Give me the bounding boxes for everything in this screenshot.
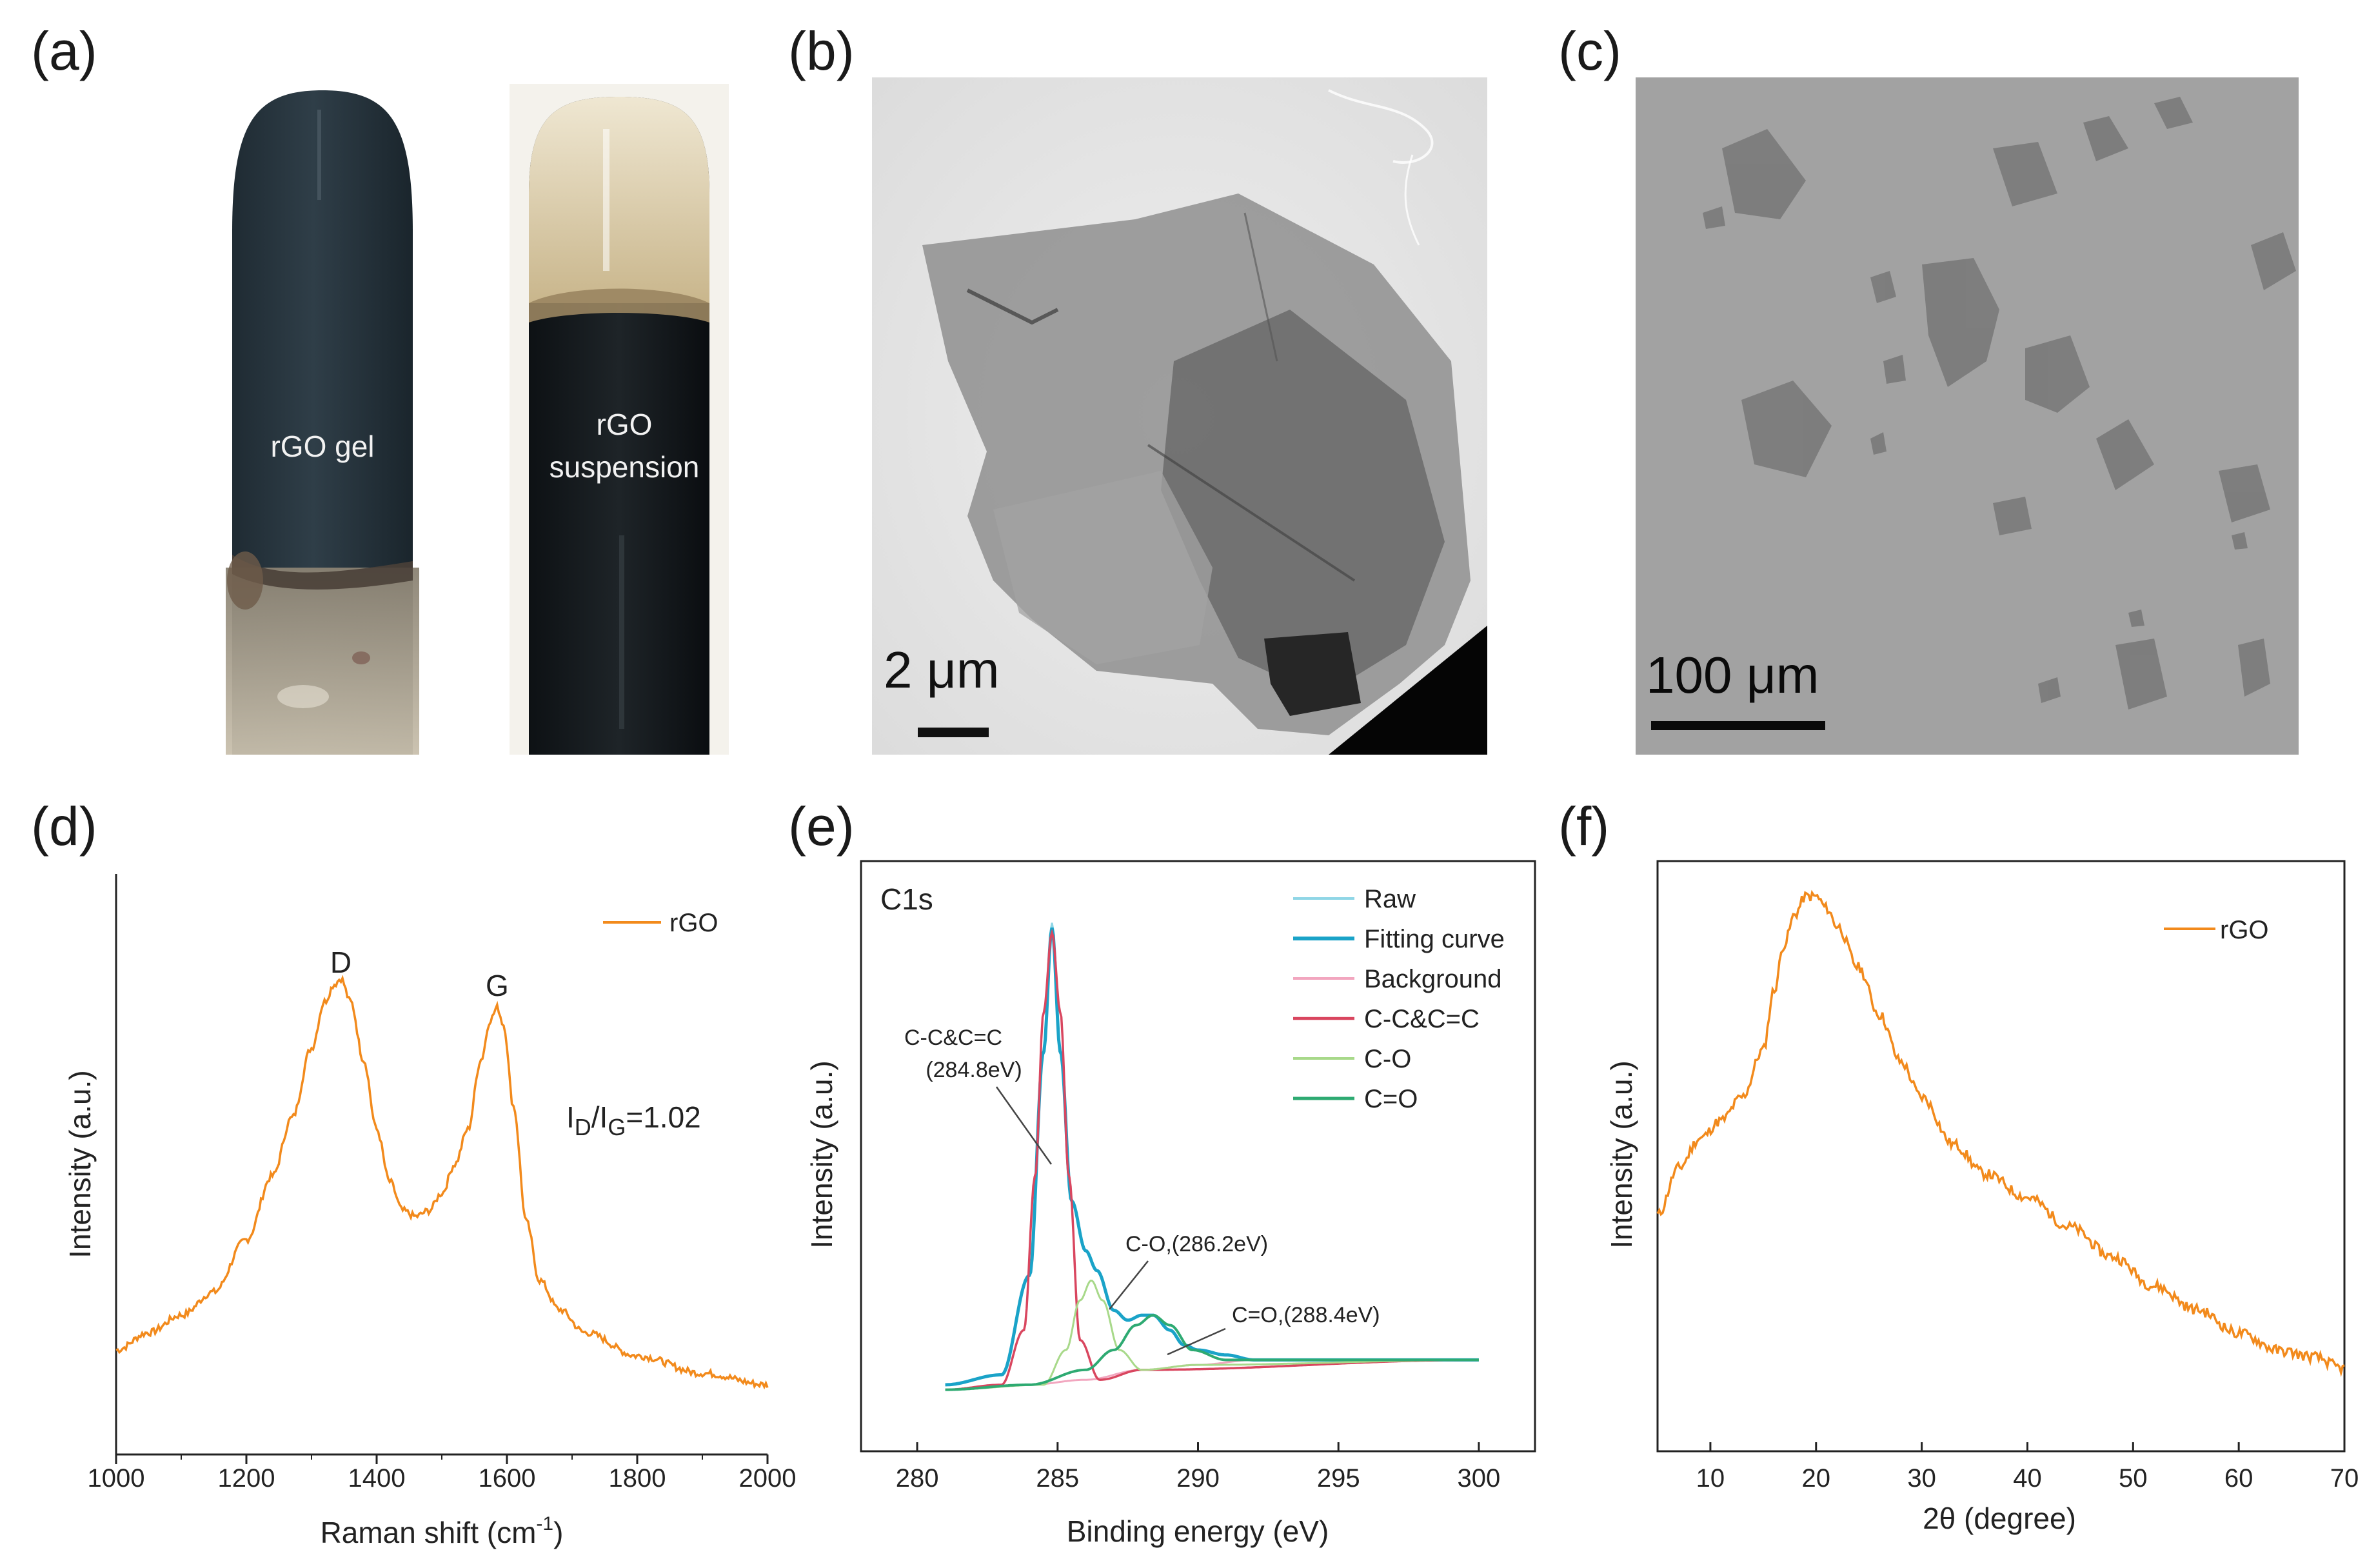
panel-d-x-tick-label: 1400 <box>348 1464 406 1493</box>
panel-label-c: (c) <box>1558 21 1621 81</box>
panel-e-y-label: Intensity (a.u.) <box>805 1060 838 1248</box>
panel-e-series-c-o <box>945 1314 1479 1391</box>
panel-c-scale-bar <box>1651 721 1825 730</box>
panel-e-annotation-cdo: C=O,(288.4eV) <box>1232 1303 1380 1327</box>
panel-d-x-tick-label: 2000 <box>739 1464 797 1493</box>
panel-f-series-rGO <box>1656 889 2345 1377</box>
panel-b-scale-label: 2 μm <box>884 641 999 699</box>
panel-f-x-tick-label: 10 <box>1696 1464 1725 1493</box>
panel-f-y-label: Intensity (a.u.) <box>1605 1060 1638 1248</box>
panel-d-ratio-label: ID/IG=1.02 <box>566 1100 701 1140</box>
panel-f-x-label: 2θ (degree) <box>1923 1502 2076 1535</box>
panel-d-ratio-sub2: G <box>608 1114 626 1140</box>
panel-f-x-tick-label: 70 <box>2330 1464 2359 1493</box>
panel-label-e: (e) <box>788 796 855 857</box>
panel-e-title: C1s <box>880 882 933 916</box>
panel-d-x-label-sup: -1 <box>536 1513 553 1534</box>
panel-e-x-tick-label: 285 <box>1036 1464 1079 1493</box>
suspension-label-line2: suspension <box>550 450 700 484</box>
panel-d-x-tick-label: 1200 <box>218 1464 275 1493</box>
panel-a-photo: rGO gel rGO suspension <box>223 77 729 755</box>
panel-b-tem-image: 2 μm <box>872 77 1487 755</box>
panel-d-ratio-value: =1.02 <box>626 1100 700 1134</box>
panel-e-legend-item: C-O <box>1364 1045 1411 1073</box>
panel-e-arrow-co <box>1109 1260 1149 1310</box>
panel-d-peak-label-G: G <box>486 969 509 1002</box>
panel-d-legend-rGO: rGO <box>669 909 718 937</box>
panel-e-legend-item: Background <box>1364 965 1501 993</box>
panel-d-x-tick-label: 1000 <box>88 1464 145 1493</box>
panel-e-x-tick-label: 290 <box>1176 1464 1220 1493</box>
panel-e-arrow-cdo <box>1167 1327 1226 1356</box>
panel-f-x-tick-label: 60 <box>2224 1464 2253 1493</box>
panel-d-peak-label-D: D <box>330 946 352 979</box>
panel-label-b: (b) <box>788 21 855 81</box>
panel-b-scale-bar <box>918 728 989 737</box>
panel-e-legend-item: Fitting curve <box>1364 925 1505 953</box>
panel-d-series-rGO <box>115 975 769 1390</box>
panel-label-f: (f) <box>1558 796 1609 857</box>
panel-d-ratio-slash: /I <box>591 1100 608 1134</box>
panel-f-x-tick-label: 50 <box>2119 1464 2148 1493</box>
panel-d-ratio-I: I <box>566 1100 575 1134</box>
panel-e-annotation-cc-line2: (284.8eV) <box>926 1058 1022 1082</box>
panel-d-x-label-text: Raman shift (cm <box>321 1516 537 1549</box>
suspension-label-line1: rGO <box>597 408 653 441</box>
panel-d-y-label: Intensity (a.u.) <box>63 1070 97 1258</box>
panel-label-d: (d) <box>31 796 97 857</box>
panel-f-x-tick-label: 30 <box>1907 1464 1936 1493</box>
panel-e-x-label: Binding energy (eV) <box>1067 1514 1329 1548</box>
panel-d-x-label: Raman shift (cm-1) <box>321 1513 564 1549</box>
panel-e-annotation-co: C-O,(286.2eV) <box>1125 1232 1268 1256</box>
panel-e-legend-item: C=O <box>1364 1085 1418 1113</box>
panel-c-sem-image: 100 μm <box>1636 77 2299 755</box>
panel-f-legend-rGO: rGO <box>2220 916 2269 944</box>
panel-e-arrow-cc <box>995 1086 1053 1165</box>
panel-e-legend-item: Raw <box>1364 885 1416 913</box>
panel-d-x-tick-label: 1600 <box>479 1464 536 1493</box>
panel-label-a: (a) <box>31 21 97 81</box>
panel-c-scale-label: 100 μm <box>1646 646 1819 704</box>
panel-e-x-tick-label: 280 <box>896 1464 939 1493</box>
panel-f-xrd-chart: 10 20 30 40 50 60 70 rGO 2θ (degree) Intensity… <box>1605 860 2359 1535</box>
panel-e-x-tick-label: 300 <box>1458 1464 1501 1493</box>
panel-d-x-tick-label: 1800 <box>609 1464 666 1493</box>
panel-e-series-c-c-c-c <box>945 928 1479 1391</box>
panel-d-x-label-close: ) <box>553 1516 563 1549</box>
panel-f-frame <box>1656 860 2346 1453</box>
panel-d-raman-chart: 1000 1200 1400 1600 1800 2000 D G ID/IG=1.02 … <box>63 874 796 1549</box>
panel-f-x-tick-label: 40 <box>2013 1464 2042 1493</box>
panel-f-x-tick-label: 20 <box>1802 1464 1831 1493</box>
panel-e-xps-chart: 280 285 290 295 300 C1s Raw Fitting curve Back… <box>805 860 1536 1548</box>
panel-e-legend-item: C-C&C=C <box>1364 1005 1480 1033</box>
panel-e-x-tick-label: 295 <box>1317 1464 1360 1493</box>
gel-label: rGO gel <box>270 430 374 463</box>
panel-e-annotation-cc-line1: C-C&C=C <box>904 1026 1002 1050</box>
panel-d-ratio-sub1: D <box>575 1114 591 1140</box>
